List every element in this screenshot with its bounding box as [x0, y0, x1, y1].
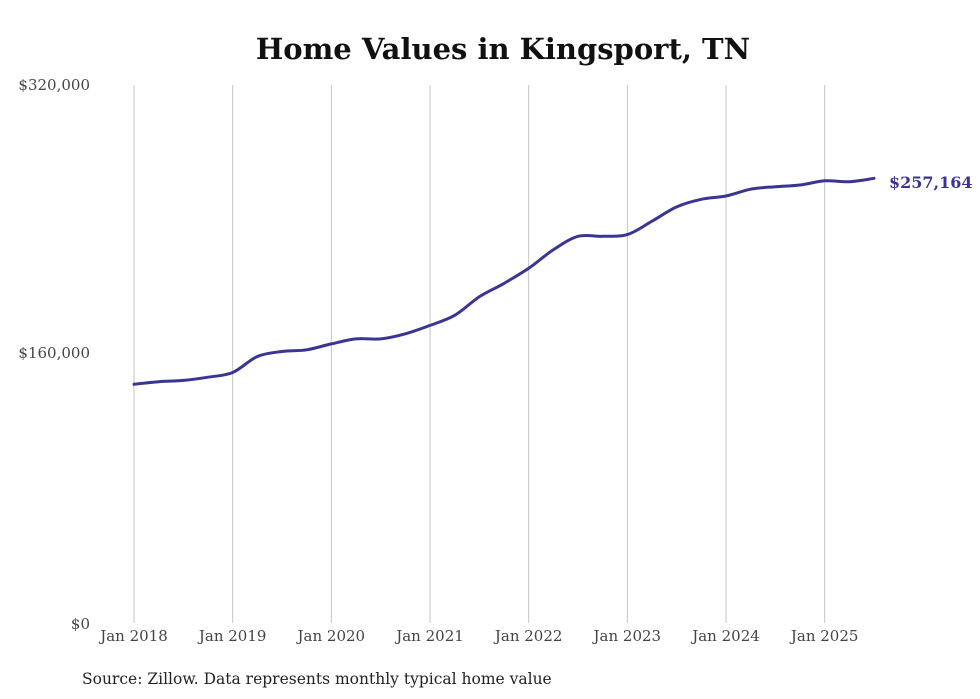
x-tick-label: Jan 2018 — [98, 627, 168, 645]
end-value-label: $257,164 — [889, 173, 973, 192]
chart-title: Home Values in Kingsport, TN — [256, 32, 750, 66]
y-tick-label: $160,000 — [18, 344, 90, 362]
series-line — [132, 176, 876, 386]
y-tick-label: $320,000 — [18, 76, 90, 94]
x-tick-label: Jan 2021 — [394, 627, 464, 645]
x-axis-ticks: Jan 2018 Jan 2019 Jan 2020 Jan 2021 Jan 2022… — [98, 627, 858, 645]
x-tick-label: Jan 2019 — [197, 627, 267, 645]
gridlines — [133, 85, 826, 623]
x-tick-label: Jan 2020 — [296, 627, 366, 645]
x-tick-label: Jan 2024 — [690, 627, 760, 645]
x-tick-label: Jan 2025 — [789, 627, 859, 645]
x-tick-label: Jan 2022 — [493, 627, 563, 645]
y-tick-label: $0 — [71, 615, 90, 633]
y-axis-ticks: $320,000 $160,000 $0 — [18, 76, 90, 633]
x-tick-label: Jan 2023 — [592, 627, 662, 645]
source-note: Source: Zillow. Data represents monthly … — [82, 670, 552, 688]
